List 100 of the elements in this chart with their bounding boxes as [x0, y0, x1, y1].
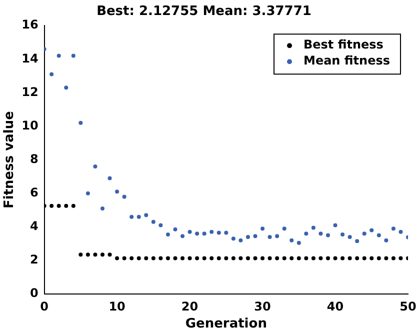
point: [290, 256, 294, 260]
point: [188, 256, 192, 260]
y-tick-label: 2: [30, 252, 38, 267]
point: [202, 232, 206, 236]
y-tick-label: 10: [22, 118, 38, 132]
point: [304, 256, 308, 260]
point: [355, 256, 360, 260]
point: [180, 234, 185, 238]
point: [78, 252, 83, 257]
point: [290, 238, 294, 242]
point: [115, 190, 120, 194]
point: [173, 227, 178, 232]
point: [108, 252, 112, 257]
point: [398, 230, 403, 234]
x-axis-title: Generation: [185, 316, 267, 332]
point: [108, 176, 112, 180]
point: [333, 223, 338, 228]
point: [326, 256, 330, 260]
point: [64, 86, 68, 90]
point: [376, 256, 381, 260]
point: [86, 252, 90, 257]
point: [296, 256, 301, 260]
point: [100, 252, 104, 257]
point: [151, 256, 156, 260]
point: [224, 256, 228, 260]
y-tick-label: 12: [22, 84, 38, 99]
point: [340, 232, 345, 236]
point: [376, 233, 381, 238]
point: [50, 204, 54, 208]
point: [166, 232, 170, 236]
y-tick-label: 8: [30, 152, 38, 166]
point: [326, 233, 330, 238]
point: [78, 120, 83, 125]
point: [56, 54, 61, 58]
y-tick-label: 14: [22, 51, 38, 66]
point: [268, 234, 272, 239]
point: [50, 72, 54, 76]
point: [318, 232, 323, 236]
point: [348, 234, 352, 239]
point: [136, 256, 141, 260]
point: [100, 206, 104, 210]
point: [195, 256, 200, 260]
point: [64, 204, 68, 208]
y-tick-label: 6: [30, 185, 38, 200]
point: [151, 220, 156, 224]
point: [275, 234, 280, 238]
point: [216, 256, 221, 260]
point: [216, 230, 221, 235]
point: [348, 256, 352, 260]
point: [130, 256, 134, 260]
point: [238, 238, 243, 242]
point: [202, 256, 206, 260]
point: [296, 240, 301, 245]
point: [144, 256, 148, 260]
point: [398, 256, 403, 260]
point: [86, 191, 90, 196]
point: [158, 256, 163, 260]
point: [304, 232, 308, 236]
point: [246, 234, 250, 239]
point: [130, 214, 134, 219]
point: [93, 164, 98, 169]
point: [318, 256, 323, 260]
x-tick-label: 0: [40, 299, 48, 314]
point: [260, 226, 265, 231]
point: [180, 256, 185, 260]
point: [370, 228, 374, 232]
point: [115, 256, 120, 260]
point: [275, 256, 280, 260]
point: [391, 256, 396, 260]
point: [260, 256, 265, 260]
point: [384, 256, 388, 260]
point: [370, 256, 374, 260]
x-tick-label: 30: [254, 299, 271, 314]
point: [355, 239, 360, 244]
point: [195, 232, 200, 236]
x-tick-label: 40: [326, 299, 344, 314]
point: [282, 226, 286, 231]
legend-label: Best fitness: [304, 38, 384, 52]
x-tick-label: 50: [400, 299, 416, 314]
y-tick-label: 16: [22, 18, 38, 32]
point: [166, 256, 170, 260]
point: [391, 226, 396, 231]
point: [238, 256, 243, 260]
point: [210, 230, 214, 234]
y-tick-label: 4: [30, 219, 38, 234]
y-axis-title: Fitness value: [2, 110, 18, 209]
point: [158, 223, 163, 228]
point: [93, 252, 98, 257]
point: [311, 226, 316, 230]
point: [210, 256, 214, 260]
point: [384, 238, 388, 242]
point: [253, 256, 258, 260]
x-tick-label: 10: [108, 299, 126, 314]
point: [136, 214, 141, 219]
point: [224, 230, 228, 235]
point: [56, 204, 61, 208]
point: [362, 232, 366, 236]
point: [122, 194, 126, 199]
point: [340, 256, 345, 260]
point: [311, 256, 316, 260]
